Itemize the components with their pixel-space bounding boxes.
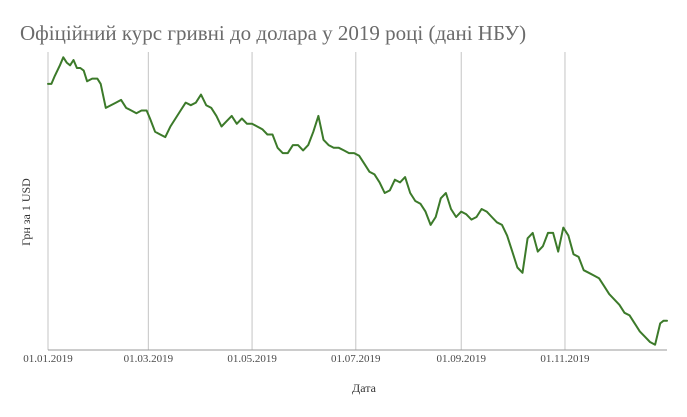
x-axis-label: Дата [352, 381, 377, 395]
x-tick-label-3: 01.07.2019 [331, 353, 381, 365]
x-tick-label-1: 01.03.2019 [124, 353, 174, 365]
x-tick-label-4: 01.09.2019 [436, 353, 486, 365]
x-tick-label-2: 01.05.2019 [227, 353, 277, 365]
vertical-gridlines [47, 52, 566, 350]
x-tick-labels: 01.01.2019 01.03.2019 01.05.2019 01.07.2019… [23, 353, 590, 365]
x-tick-label-5: 01.11.2019 [540, 353, 590, 365]
x-tick-label-0: 01.01.2019 [23, 353, 73, 365]
series-line-usd-rate [47, 56, 668, 346]
y-axis-label: Грн за 1 USD [19, 178, 33, 246]
chart-title: Офіційний курс гривні до долара у 2019 р… [20, 21, 526, 45]
